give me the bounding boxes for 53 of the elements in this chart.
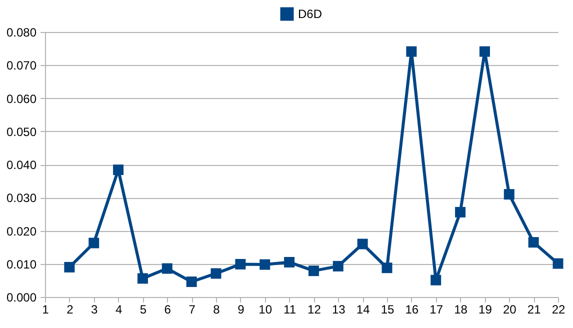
x-tick-label: 1 bbox=[42, 302, 50, 316]
point bbox=[308, 266, 319, 276]
x-tick-label: 18 bbox=[454, 302, 468, 316]
x-tick-label: 13 bbox=[332, 302, 346, 316]
x-tick-label: 14 bbox=[356, 302, 370, 316]
x-tick-label: 20 bbox=[502, 302, 517, 316]
y-tick-label: 0.050 bbox=[6, 124, 37, 139]
x-tick-label: 11 bbox=[284, 302, 296, 316]
x-tick-label: 8 bbox=[213, 302, 220, 316]
point bbox=[162, 263, 172, 274]
point bbox=[113, 164, 124, 176]
point bbox=[284, 256, 295, 268]
point bbox=[357, 238, 368, 250]
y-tick-label: 0.030 bbox=[6, 191, 37, 206]
point bbox=[382, 262, 392, 274]
x-tick-label: 21 bbox=[527, 302, 542, 316]
point bbox=[64, 262, 75, 272]
point bbox=[137, 273, 148, 284]
point bbox=[260, 259, 270, 270]
x-tick-label: 9 bbox=[238, 302, 245, 316]
point bbox=[430, 274, 442, 286]
y-tick-label: 0.010 bbox=[6, 257, 37, 272]
point bbox=[479, 46, 490, 57]
point bbox=[210, 268, 222, 279]
x-tick-label: 4 bbox=[115, 302, 122, 316]
y-tick-label: 0.080 bbox=[6, 26, 37, 40]
y-tick-label: 0.020 bbox=[6, 224, 37, 238]
x-tick-label: 17 bbox=[430, 302, 444, 316]
point bbox=[528, 237, 539, 248]
point bbox=[552, 258, 564, 269]
point bbox=[455, 206, 466, 218]
x-tick-label: 10 bbox=[258, 302, 272, 316]
x-tick-label: 12 bbox=[308, 302, 322, 316]
point bbox=[186, 276, 197, 288]
point bbox=[332, 260, 344, 272]
y-tick-label: 0.000 bbox=[6, 290, 37, 304]
x-tick-label: 2 bbox=[66, 302, 74, 316]
point bbox=[406, 46, 417, 57]
x-tick-label: 22 bbox=[552, 302, 566, 316]
point bbox=[235, 258, 246, 270]
y-tick-label: 0.040 bbox=[6, 158, 37, 172]
x-tick-label: 15 bbox=[380, 302, 394, 316]
y-tick-label: 0.060 bbox=[6, 92, 37, 106]
x-tick-label: 7 bbox=[188, 302, 196, 316]
y-tick-label: 0.070 bbox=[6, 58, 37, 73]
point bbox=[88, 238, 100, 248]
legend-label: D6D bbox=[298, 7, 322, 21]
x-tick-label: 6 bbox=[164, 302, 172, 316]
x-tick-label: 19 bbox=[478, 302, 492, 316]
x-tick-label: 5 bbox=[140, 302, 147, 316]
x-tick-label: 3 bbox=[91, 302, 98, 316]
point bbox=[504, 189, 514, 200]
x-tick-label: 16 bbox=[405, 302, 419, 316]
